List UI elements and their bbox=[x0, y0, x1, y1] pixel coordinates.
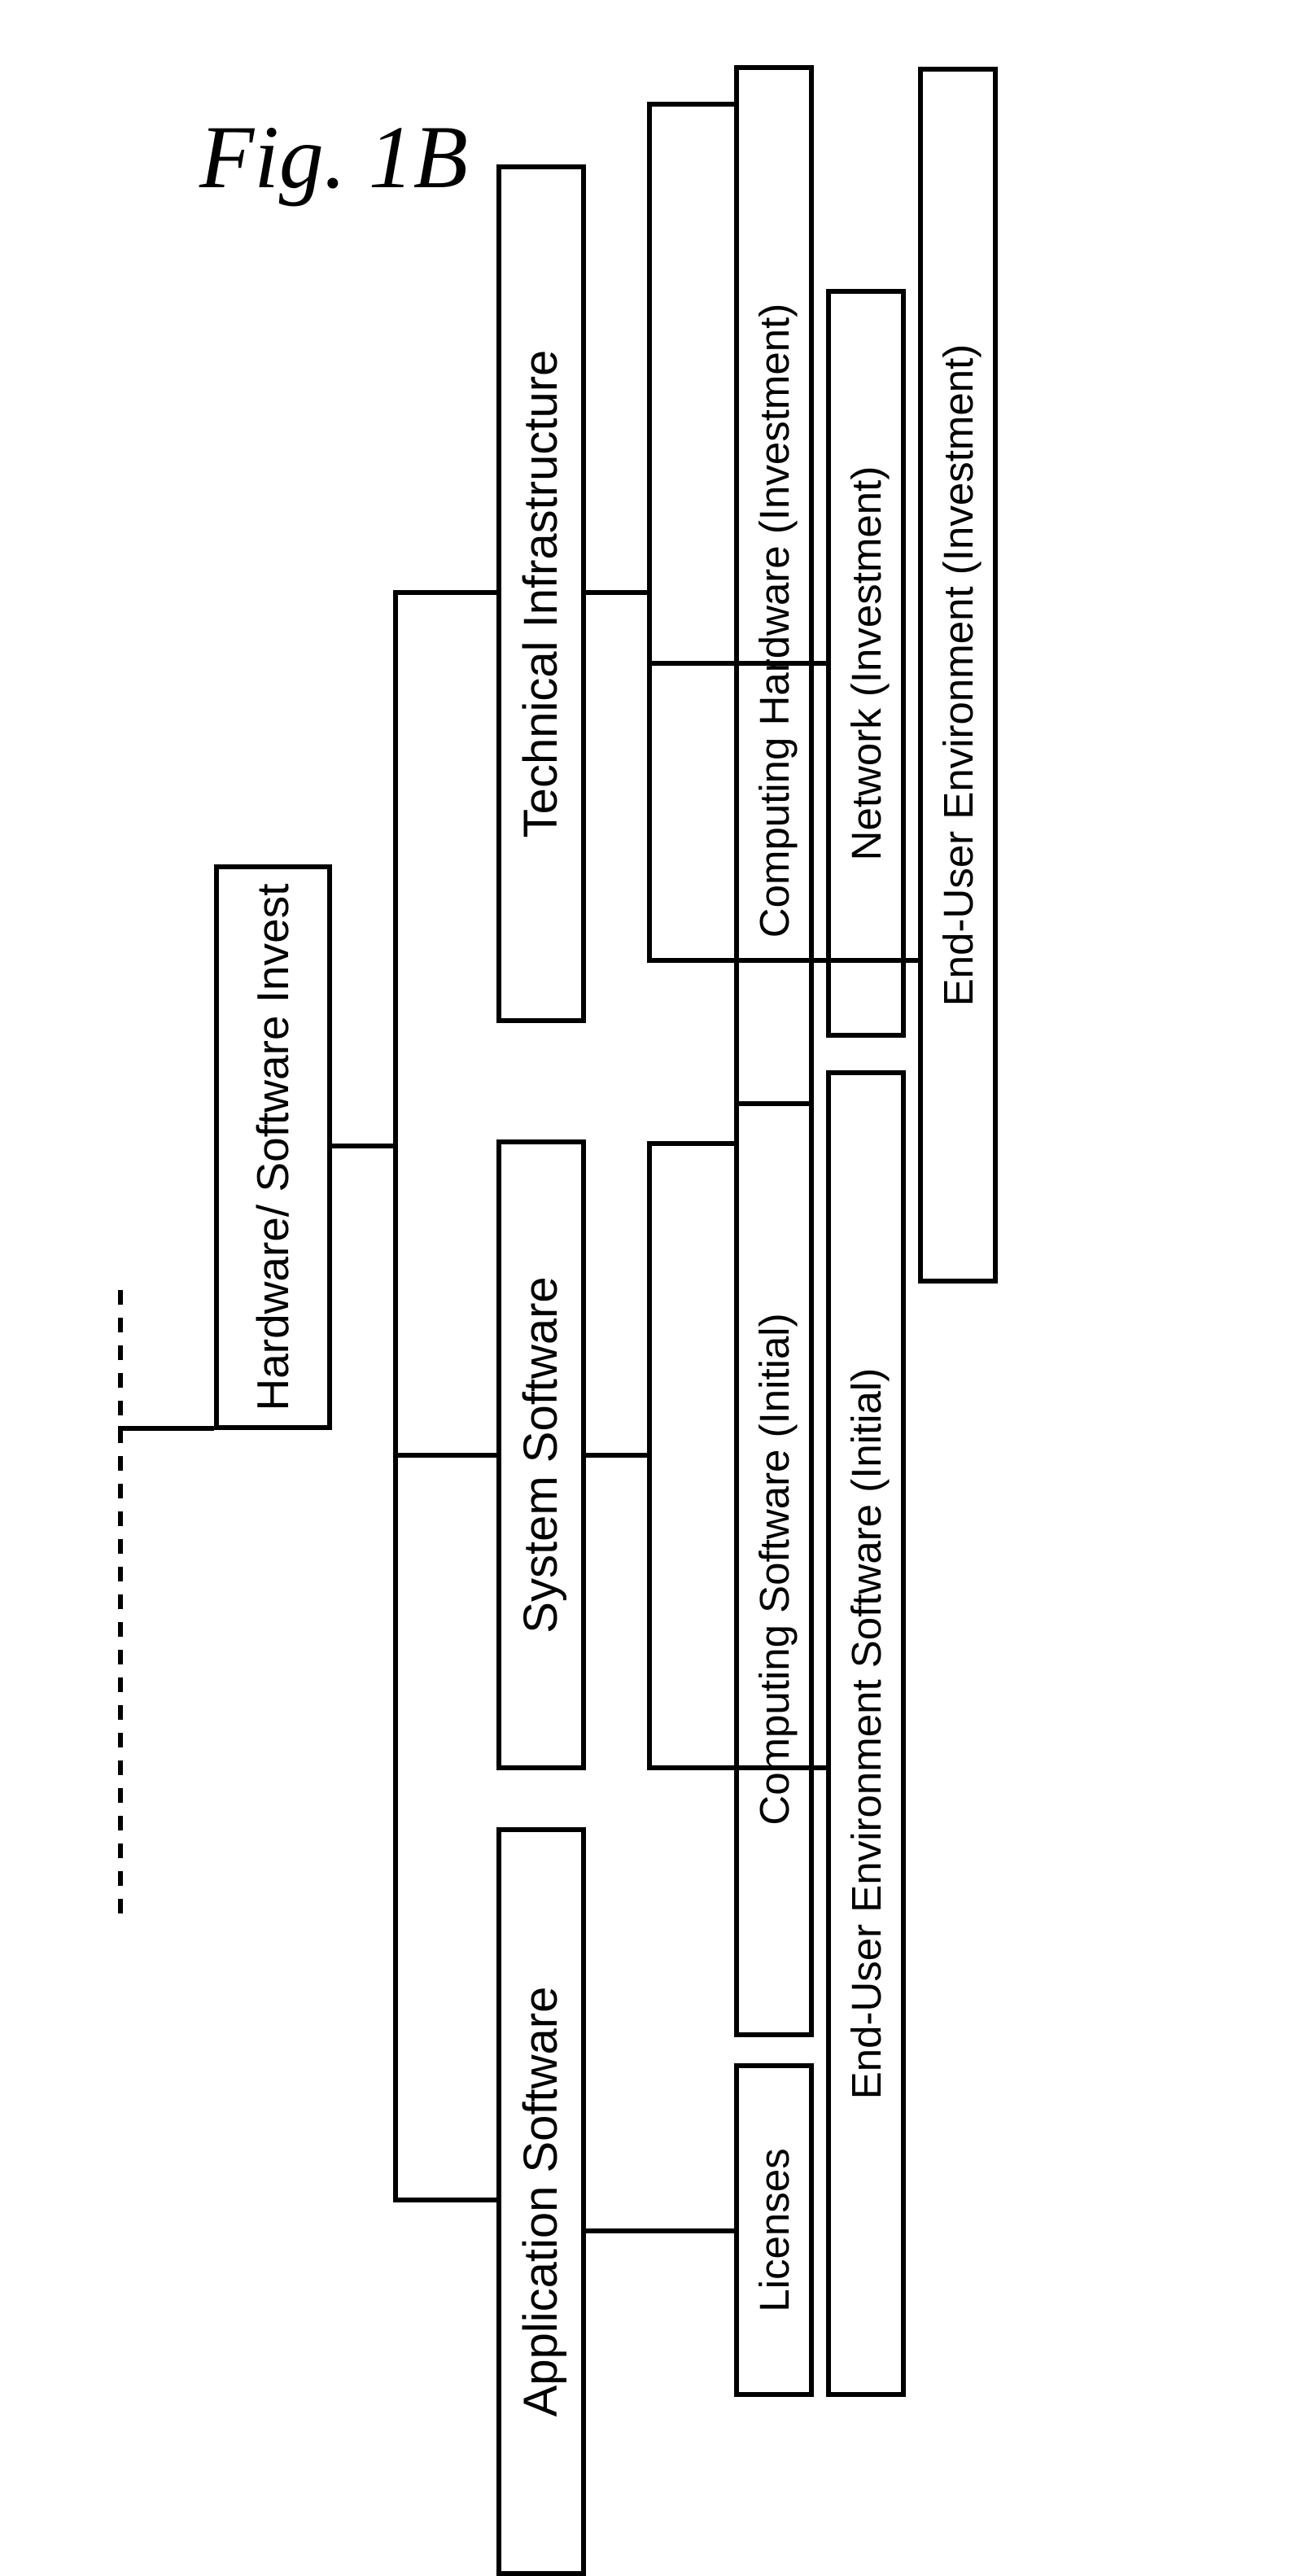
node-computing-hardware-investment: Computing Hardware (Investment) bbox=[734, 65, 814, 1176]
edge-dashed-up bbox=[118, 1290, 123, 1428]
node-label: Hardware/ Software Invest bbox=[250, 883, 297, 1410]
edge-to-eu-sw bbox=[647, 1765, 826, 1770]
node-end-user-environment-investment: End-User Environment (Investment) bbox=[918, 67, 998, 1284]
node-licenses: Licenses bbox=[734, 2063, 814, 2397]
node-label: End-User Environment Software (Initial) bbox=[846, 1368, 887, 2100]
edge-sys-spine bbox=[647, 1141, 652, 1768]
edge-app-to-licenses bbox=[586, 2228, 734, 2233]
edge-dashed-down bbox=[118, 1428, 123, 1917]
node-technical-infrastructure: Technical Infrastructure bbox=[496, 164, 586, 1023]
node-system-software: System Software bbox=[496, 1139, 586, 1770]
edge-tech-stub bbox=[586, 590, 647, 595]
edge-to-tech bbox=[393, 590, 496, 595]
node-label: End-User Environment (Investment) bbox=[938, 344, 979, 1006]
node-label: Technical Infrastructure bbox=[518, 350, 565, 838]
edge-tech-spine bbox=[647, 102, 652, 960]
edge-root-spine bbox=[393, 590, 398, 2200]
node-computing-software-initial: Computing Software (Initial) bbox=[734, 1101, 814, 2037]
edge-to-sys bbox=[393, 1453, 496, 1458]
edge-to-eu-env bbox=[647, 958, 918, 963]
edge-to-comp-hw bbox=[647, 102, 734, 107]
edge-sys-stub bbox=[586, 1453, 647, 1458]
node-application-software: Application Software bbox=[496, 1827, 586, 2576]
edge-to-app bbox=[393, 2198, 496, 2202]
node-end-user-environment-software-initial: End-User Environment Software (Initial) bbox=[826, 1070, 906, 2397]
node-hardware-software-invest: Hardware/ Software Invest bbox=[214, 864, 332, 1430]
node-label: Application Software bbox=[518, 1987, 565, 2417]
node-label: Network (Investment) bbox=[846, 466, 887, 861]
edge-root-stub bbox=[332, 1144, 393, 1148]
edge-to-comp-sw bbox=[647, 1141, 734, 1146]
edge-to-network bbox=[647, 661, 826, 666]
node-label: System Software bbox=[518, 1276, 565, 1633]
node-label: Licenses bbox=[754, 2148, 795, 2311]
node-label: Computing Hardware (Investment) bbox=[754, 304, 795, 938]
node-label: Computing Software (Initial) bbox=[754, 1313, 795, 1825]
diagram-canvas: Fig. 1B Hardware/ Software Invest Techni… bbox=[0, 0, 1303, 2043]
figure-title: Fig. 1B bbox=[199, 106, 468, 209]
node-network-investment: Network (Investment) bbox=[826, 289, 906, 1038]
edge-dashed-to-root-h bbox=[118, 1426, 214, 1431]
